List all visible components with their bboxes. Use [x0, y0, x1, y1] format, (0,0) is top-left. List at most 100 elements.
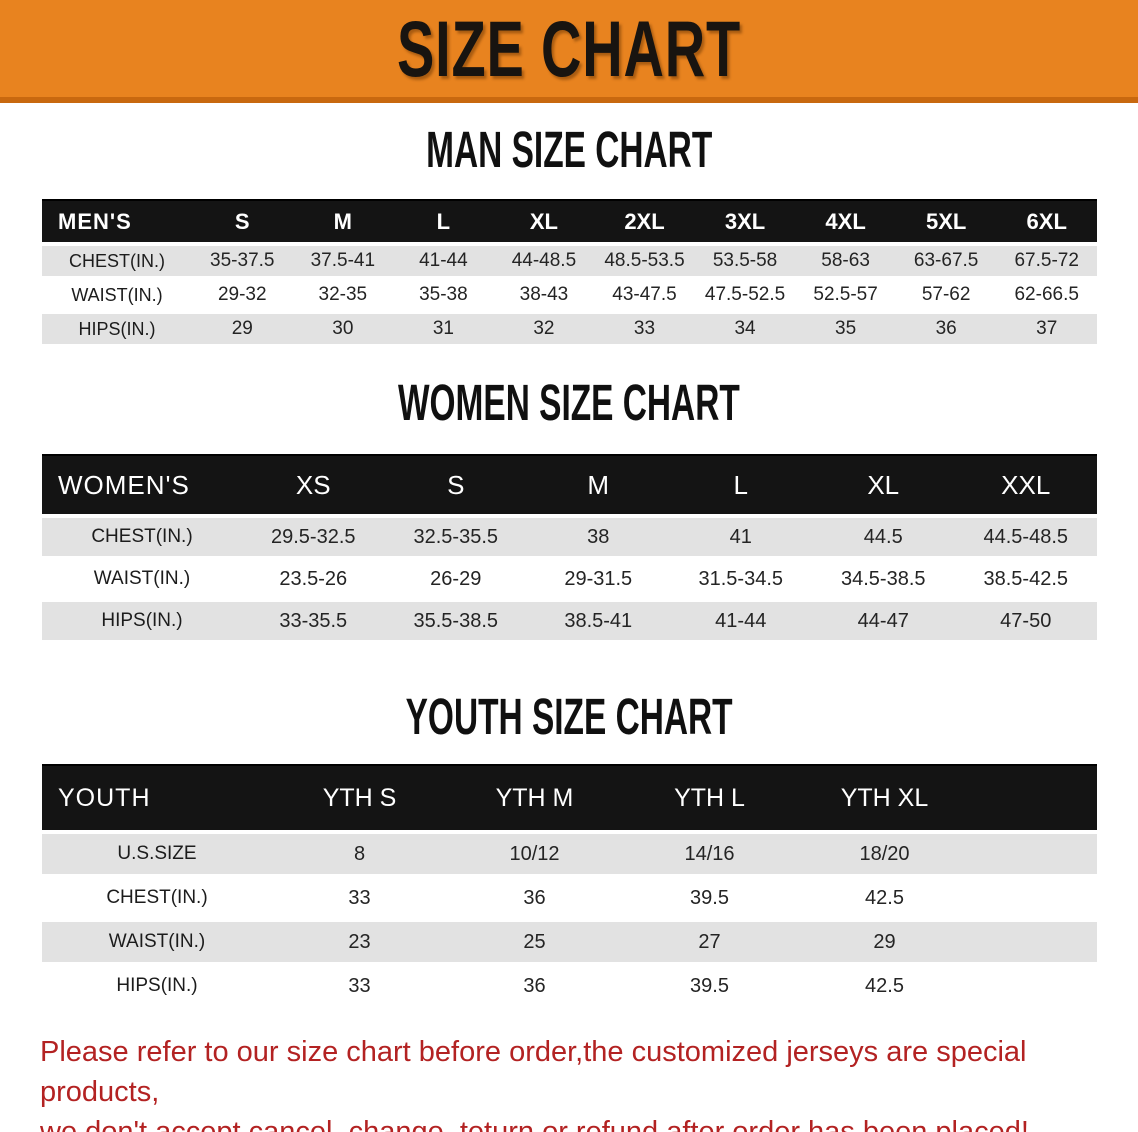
table-cell: 53.5-58	[712, 250, 778, 271]
size-column-header: YTH XL	[840, 783, 929, 812]
size-column-header: YTH M	[495, 783, 574, 812]
table-cell: 41-44	[419, 250, 468, 271]
row-label: HIPS(IN.)	[116, 975, 198, 996]
table-cell: 26-29	[430, 567, 482, 590]
table-row: HIPS(IN.) 29 30 31 32 33 34 35 36 37	[42, 314, 1097, 344]
table-cell: 23	[348, 930, 371, 953]
size-column-header: M	[333, 208, 352, 234]
table-cell: 62-66.5	[1014, 284, 1079, 305]
disclaimer-line-2: we don't accept cancel, change, teturn o…	[40, 1112, 1118, 1132]
size-column-header: YTH L	[674, 783, 745, 812]
table-cell: 30	[332, 318, 354, 339]
table-row: WAIST(IN.) 29-32 32-35 35-38 38-43 43-47.5 47.…	[42, 280, 1097, 310]
table-row: WAIST(IN.) 23.5-26 26-29 29-31.5 31.5-34.5 34…	[42, 560, 1097, 598]
table-cell: 8	[353, 842, 366, 865]
table-row: WAIST(IN.) 23 25 27 29	[42, 922, 1097, 962]
table-cell: 39.5	[690, 886, 729, 909]
table-header-label: MEN'S	[58, 208, 132, 234]
table-cell: 47.5-52.5	[704, 284, 786, 305]
size-column-header: 5XL	[925, 208, 967, 234]
table-cell: 43-47.5	[612, 284, 677, 305]
row-label: CHEST(IN.)	[69, 250, 165, 271]
table-cell: 63-67.5	[913, 250, 979, 271]
table-cell: 42.5	[865, 974, 904, 997]
banner: SIZE CHART	[0, 0, 1138, 103]
table-cell: 36	[523, 886, 546, 909]
men-section-heading: MAN SIZE CHART	[0, 122, 1138, 178]
men-heading-text: MAN SIZE CHART	[425, 122, 713, 179]
row-label: HIPS(IN.)	[101, 610, 183, 631]
table-cell: 44-47	[857, 609, 909, 632]
table-header-row: YOUTH YTH S YTH M YTH L YTH XL	[42, 764, 1097, 830]
table-cell: 31	[432, 318, 454, 339]
table-cell: 29	[873, 930, 896, 953]
row-label: CHEST(IN.)	[91, 526, 193, 547]
table-cell: 44-48.5	[511, 250, 577, 271]
banner-title: SIZE CHART	[397, 4, 741, 93]
youth-heading-text: YOUTH SIZE CHART	[405, 689, 733, 746]
table-row: HIPS(IN.) 33-35.5 35.5-38.5 38.5-41 41-44 44-…	[42, 602, 1097, 640]
men-size-table: MEN'S S M L XL 2XL 3XL 4XL 5XL 6XL CHEST(IN.) 35-37…	[42, 199, 1097, 344]
size-column-header: L	[733, 469, 748, 500]
table-cell: 14/16	[684, 842, 735, 865]
size-column-header: YTH S	[322, 783, 397, 812]
table-header-label: YOUTH	[58, 783, 151, 812]
table-cell: 29.5-32.5	[270, 525, 356, 548]
table-cell: 27	[698, 930, 721, 953]
table-cell: 34.5-38.5	[840, 567, 926, 590]
table-cell: 44.5	[863, 525, 903, 548]
youth-section-heading: YOUTH SIZE CHART	[0, 689, 1138, 745]
table-cell: 47-50	[1000, 609, 1052, 632]
table-cell: 67.5-72	[1014, 250, 1079, 271]
table-cell: 58-63	[821, 250, 870, 271]
table-cell: 23.5-26	[279, 567, 348, 590]
size-column-header: XL	[529, 208, 558, 234]
table-cell: 39.5	[690, 974, 729, 997]
table-header-label: WOMEN'S	[58, 469, 190, 500]
table-cell: 38.5-41	[564, 609, 633, 632]
youth-size-table: YOUTH YTH S YTH M YTH L YTH XL U.S.SIZE 8 10/12…	[42, 764, 1097, 1006]
table-row: CHEST(IN.) 35-37.5 37.5-41 41-44 44-48.5 48.5…	[42, 246, 1097, 276]
table-header-row: WOMEN'S XS S M L XL XXL	[42, 454, 1097, 514]
row-label: WAIST(IN.)	[93, 568, 191, 589]
table-cell: 32	[533, 318, 555, 339]
table-cell: 48.5-53.5	[604, 250, 685, 271]
table-cell: 57-62	[921, 284, 971, 305]
size-column-header: XS	[295, 469, 331, 500]
table-row: CHEST(IN.) 29.5-32.5 32.5-35.5 38 41 44.5 44.5…	[42, 518, 1097, 556]
women-size-table: WOMEN'S XS S M L XL XXL CHEST(IN.) 29.5-32.5 32.5…	[42, 454, 1097, 640]
size-column-header: XXL	[1001, 469, 1051, 500]
table-cell: 52.5-57	[813, 284, 878, 305]
table-cell: 29-31.5	[564, 567, 633, 590]
size-column-header: L	[436, 208, 451, 234]
table-header-row: MEN'S S M L XL 2XL 3XL 4XL 5XL 6XL	[42, 199, 1097, 242]
size-column-header: M	[587, 469, 610, 500]
table-cell: 33-35.5	[279, 609, 348, 632]
size-column-header: 4XL	[825, 208, 866, 234]
table-cell: 18/20	[859, 842, 910, 865]
table-cell: 44.5-48.5	[983, 525, 1068, 548]
table-cell: 35-38	[419, 284, 468, 305]
table-cell: 35	[835, 318, 857, 339]
table-cell: 10/12	[509, 842, 560, 865]
table-cell: 41	[729, 525, 752, 548]
size-column-header: XL	[867, 469, 900, 500]
table-cell: 32-35	[318, 284, 368, 305]
table-cell: 25	[523, 930, 546, 953]
table-cell: 34	[734, 318, 756, 339]
size-column-header: 3XL	[724, 208, 766, 234]
table-cell: 37	[1036, 318, 1058, 339]
table-cell: 35.5-38.5	[413, 609, 498, 632]
disclaimer-text: Please refer to our size chart before or…	[40, 1032, 1118, 1132]
table-cell: 42.5	[865, 886, 904, 909]
table-cell: 37.5-41	[310, 250, 376, 271]
row-label: WAIST(IN.)	[108, 931, 206, 952]
table-cell: 31.5-34.5	[698, 567, 783, 590]
disclaimer-line-1: Please refer to our size chart before or…	[40, 1036, 1027, 1109]
table-cell: 29-32	[217, 284, 267, 305]
table-cell: 35-37.5	[210, 250, 275, 271]
size-column-header: S	[234, 208, 250, 234]
women-heading-text: WOMEN SIZE CHART	[398, 375, 740, 432]
table-cell: 32.5-35.5	[413, 525, 498, 548]
